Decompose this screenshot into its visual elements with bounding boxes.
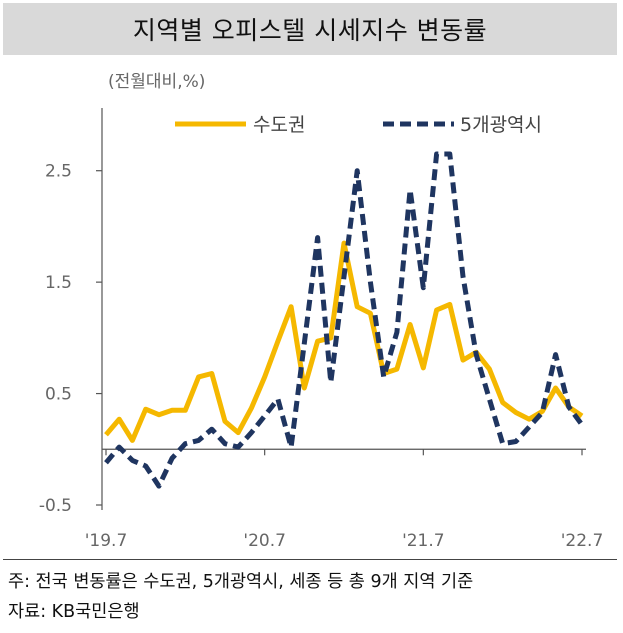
series-line-capital — [104, 240, 584, 443]
y-tick-label: -0.5 — [39, 496, 72, 516]
legend-label-capital: 수도권 — [253, 114, 305, 136]
line-chart: (전월대비,%) 2.5 1.5 0.5 -0.5 '19.7 '20.7 '21.7 '22.… — [39, 72, 604, 551]
x-tick-label: '22.7 — [561, 531, 604, 551]
source-note: 자료: KB국민은행 — [8, 602, 140, 622]
footnote: 주: 전국 변동률은 수도권, 5개광역시, 세종 등 총 9개 지역 기준 — [8, 572, 474, 592]
x-tick-label: '21.7 — [402, 531, 445, 551]
y-tick-label: 0.5 — [45, 385, 72, 405]
y-tick-label: 2.5 — [45, 162, 72, 182]
x-tick-label: '19.7 — [85, 531, 128, 551]
y-tick-label: 1.5 — [45, 273, 72, 293]
y-axis-label: (전월대비,%) — [108, 72, 205, 92]
series-line-metro — [104, 151, 585, 489]
bottom-divider — [3, 559, 617, 560]
title-bar: 지역별 오피스텔 시세지수 변동률 — [3, 3, 617, 55]
chart-title: 지역별 오피스텔 시세지수 변동률 — [132, 16, 488, 45]
legend-label-metro: 5개광역시 — [460, 114, 542, 136]
x-tick-label: '20.7 — [243, 531, 286, 551]
